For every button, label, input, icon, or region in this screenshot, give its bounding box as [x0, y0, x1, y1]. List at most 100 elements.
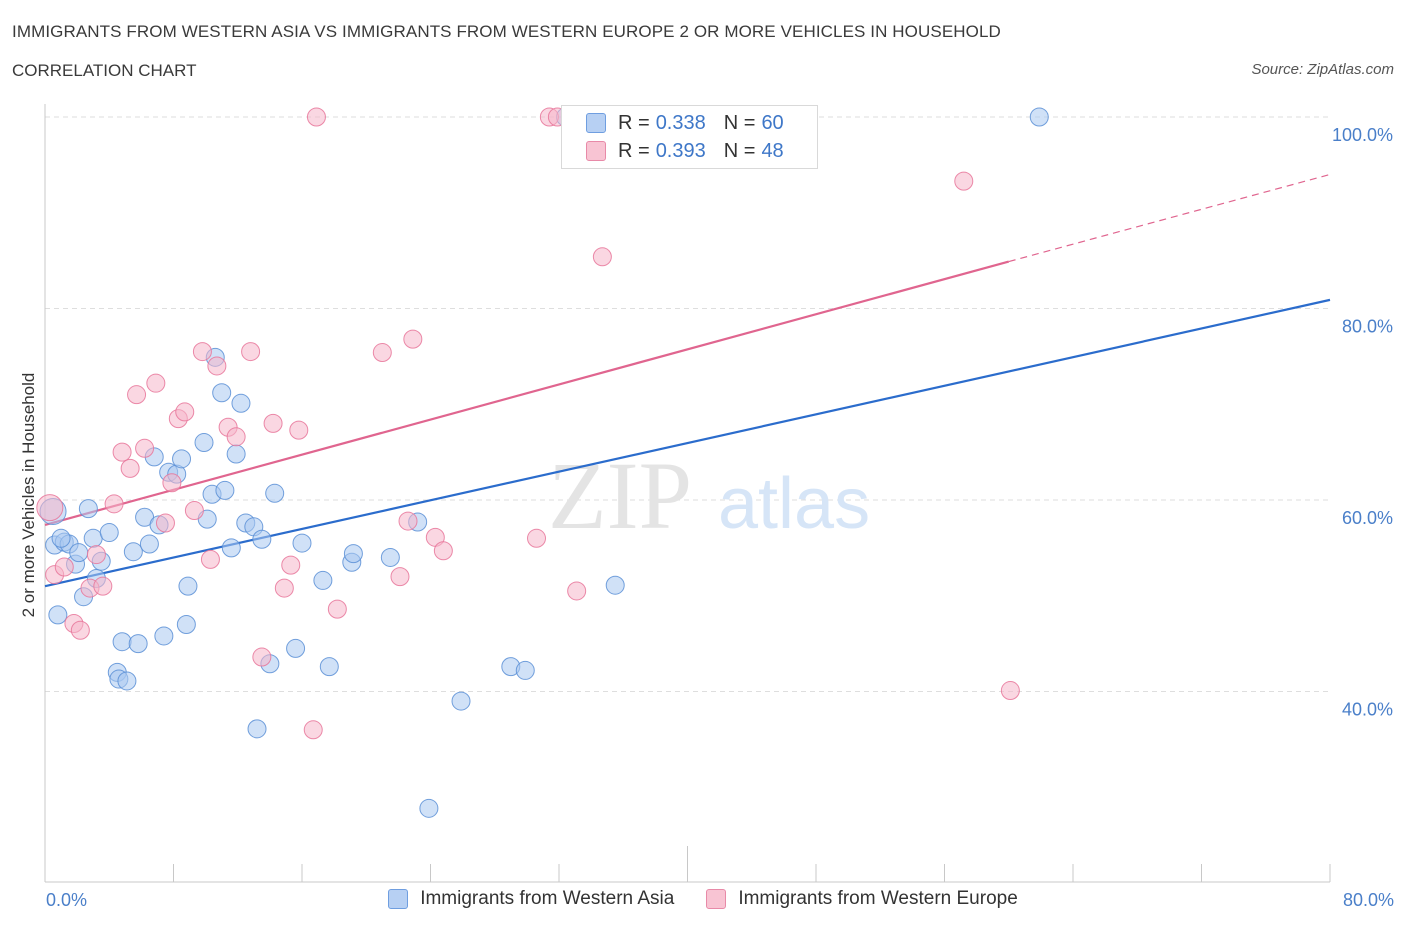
n-value-western-europe: 48	[761, 139, 784, 162]
point-western-asia	[178, 576, 198, 596]
watermark-atlas: atlas	[718, 464, 870, 544]
chart-title: IMMIGRANTS FROM WESTERN ASIA VS IMMIGRAN…	[12, 22, 1001, 41]
legend-swatch-pink	[706, 889, 727, 909]
point-western-europe	[390, 567, 410, 587]
point-western-asia	[78, 499, 98, 519]
point-western-asia	[265, 483, 285, 503]
point-western-asia	[154, 626, 174, 646]
y-tick-label: 100.0%	[1332, 125, 1393, 145]
point-western-asia	[343, 544, 363, 564]
point-western-europe	[200, 549, 220, 569]
y-tick-label: 80.0%	[1342, 317, 1393, 337]
point-western-asia	[215, 480, 235, 500]
point-western-asia	[176, 614, 196, 634]
point-western-asia	[69, 543, 89, 563]
point-western-europe	[954, 171, 974, 191]
trend-line-western-europe	[44, 260, 1010, 526]
source-label: Source: ZipAtlas.com	[1251, 61, 1394, 78]
point-western-europe	[372, 343, 392, 363]
point-western-europe	[433, 541, 453, 561]
point-western-asia	[221, 538, 241, 558]
point-western-asia	[292, 533, 312, 553]
point-western-europe	[226, 427, 246, 447]
r-label: R =	[618, 111, 650, 134]
x-tick-label-max: 80.0%	[1342, 890, 1394, 910]
point-western-europe	[86, 545, 106, 565]
point-western-europe	[184, 501, 204, 521]
point-western-asia	[319, 657, 339, 677]
point-western-europe	[162, 473, 182, 493]
tick-labels: 40.0% 60.0% 80.0% 100.0%	[1332, 125, 1393, 720]
point-western-europe	[567, 581, 587, 601]
y-tick-label: 40.0%	[1342, 700, 1393, 720]
r-value-western-asia: 0.338	[655, 111, 706, 134]
point-western-europe	[403, 329, 423, 349]
legend-swatch-blue	[586, 113, 606, 133]
point-western-europe	[207, 356, 227, 376]
point-western-europe	[527, 528, 547, 548]
point-western-asia	[99, 523, 119, 543]
point-western-europe	[289, 420, 309, 440]
point-western-europe	[263, 413, 283, 433]
point-western-asia	[139, 534, 159, 554]
r-value-western-europe: 0.393	[655, 139, 706, 162]
point-western-europe	[241, 342, 261, 362]
point-western-europe	[93, 576, 113, 596]
n-label: N =	[723, 111, 756, 134]
point-western-asia	[172, 449, 192, 469]
point-western-europe	[135, 438, 155, 458]
point-western-asia	[194, 433, 214, 453]
point-western-asia	[117, 671, 137, 691]
legend-label-western-asia: Immigrants from Western Asia	[420, 888, 675, 909]
point-western-asia	[128, 634, 148, 654]
legend-item-western-europe[interactable]: Immigrants from Western Europe	[706, 888, 1018, 910]
point-western-europe	[274, 578, 294, 598]
point-western-europe	[192, 342, 212, 362]
point-western-europe	[592, 247, 612, 267]
point-western-europe	[327, 599, 347, 619]
legend-label-western-europe: Immigrants from Western Europe	[738, 888, 1018, 909]
point-western-asia	[252, 529, 272, 549]
point-western-asia	[83, 528, 103, 548]
legend-item-western-asia[interactable]: Immigrants from Western Asia	[388, 888, 674, 910]
point-western-europe	[120, 458, 140, 478]
x-tick-label-min: 0.0%	[46, 890, 88, 910]
data-points	[36, 107, 1049, 818]
point-western-europe	[303, 720, 323, 740]
legend-swatch-pink	[586, 141, 606, 161]
point-western-europe	[155, 513, 175, 533]
point-western-asia	[212, 383, 232, 403]
point-western-europe	[252, 647, 272, 667]
point-western-europe	[1000, 681, 1020, 701]
r-label: R =	[618, 139, 650, 162]
legend-swatch-blue	[388, 889, 409, 909]
point-western-europe	[146, 373, 166, 393]
chart-subtitle: CORRELATION CHART	[12, 61, 197, 80]
point-western-asia	[515, 660, 535, 680]
point-western-europe	[36, 494, 64, 522]
point-western-asia	[313, 570, 333, 590]
point-western-europe	[54, 557, 74, 577]
point-western-europe	[70, 620, 90, 640]
point-western-europe	[306, 107, 326, 127]
point-western-europe	[104, 494, 124, 514]
series-legend: Immigrants from Western Asia Immigrants …	[0, 888, 1406, 910]
point-western-asia	[286, 638, 306, 658]
point-western-europe	[281, 555, 301, 575]
point-western-asia	[380, 547, 400, 567]
point-western-asia	[112, 632, 132, 652]
point-western-asia	[48, 605, 68, 625]
point-western-asia	[1029, 107, 1049, 127]
watermark-zip: ZIP	[548, 442, 692, 549]
point-western-asia	[231, 393, 251, 413]
y-axis-label: 2 or more Vehicles in Household	[19, 373, 38, 618]
point-western-europe	[112, 442, 132, 462]
point-western-asia	[247, 719, 267, 739]
n-label: N =	[723, 139, 756, 162]
point-western-europe	[127, 385, 147, 405]
point-western-europe	[398, 511, 418, 531]
point-western-asia	[419, 798, 439, 818]
point-western-europe	[175, 402, 195, 422]
point-western-asia	[51, 528, 71, 548]
